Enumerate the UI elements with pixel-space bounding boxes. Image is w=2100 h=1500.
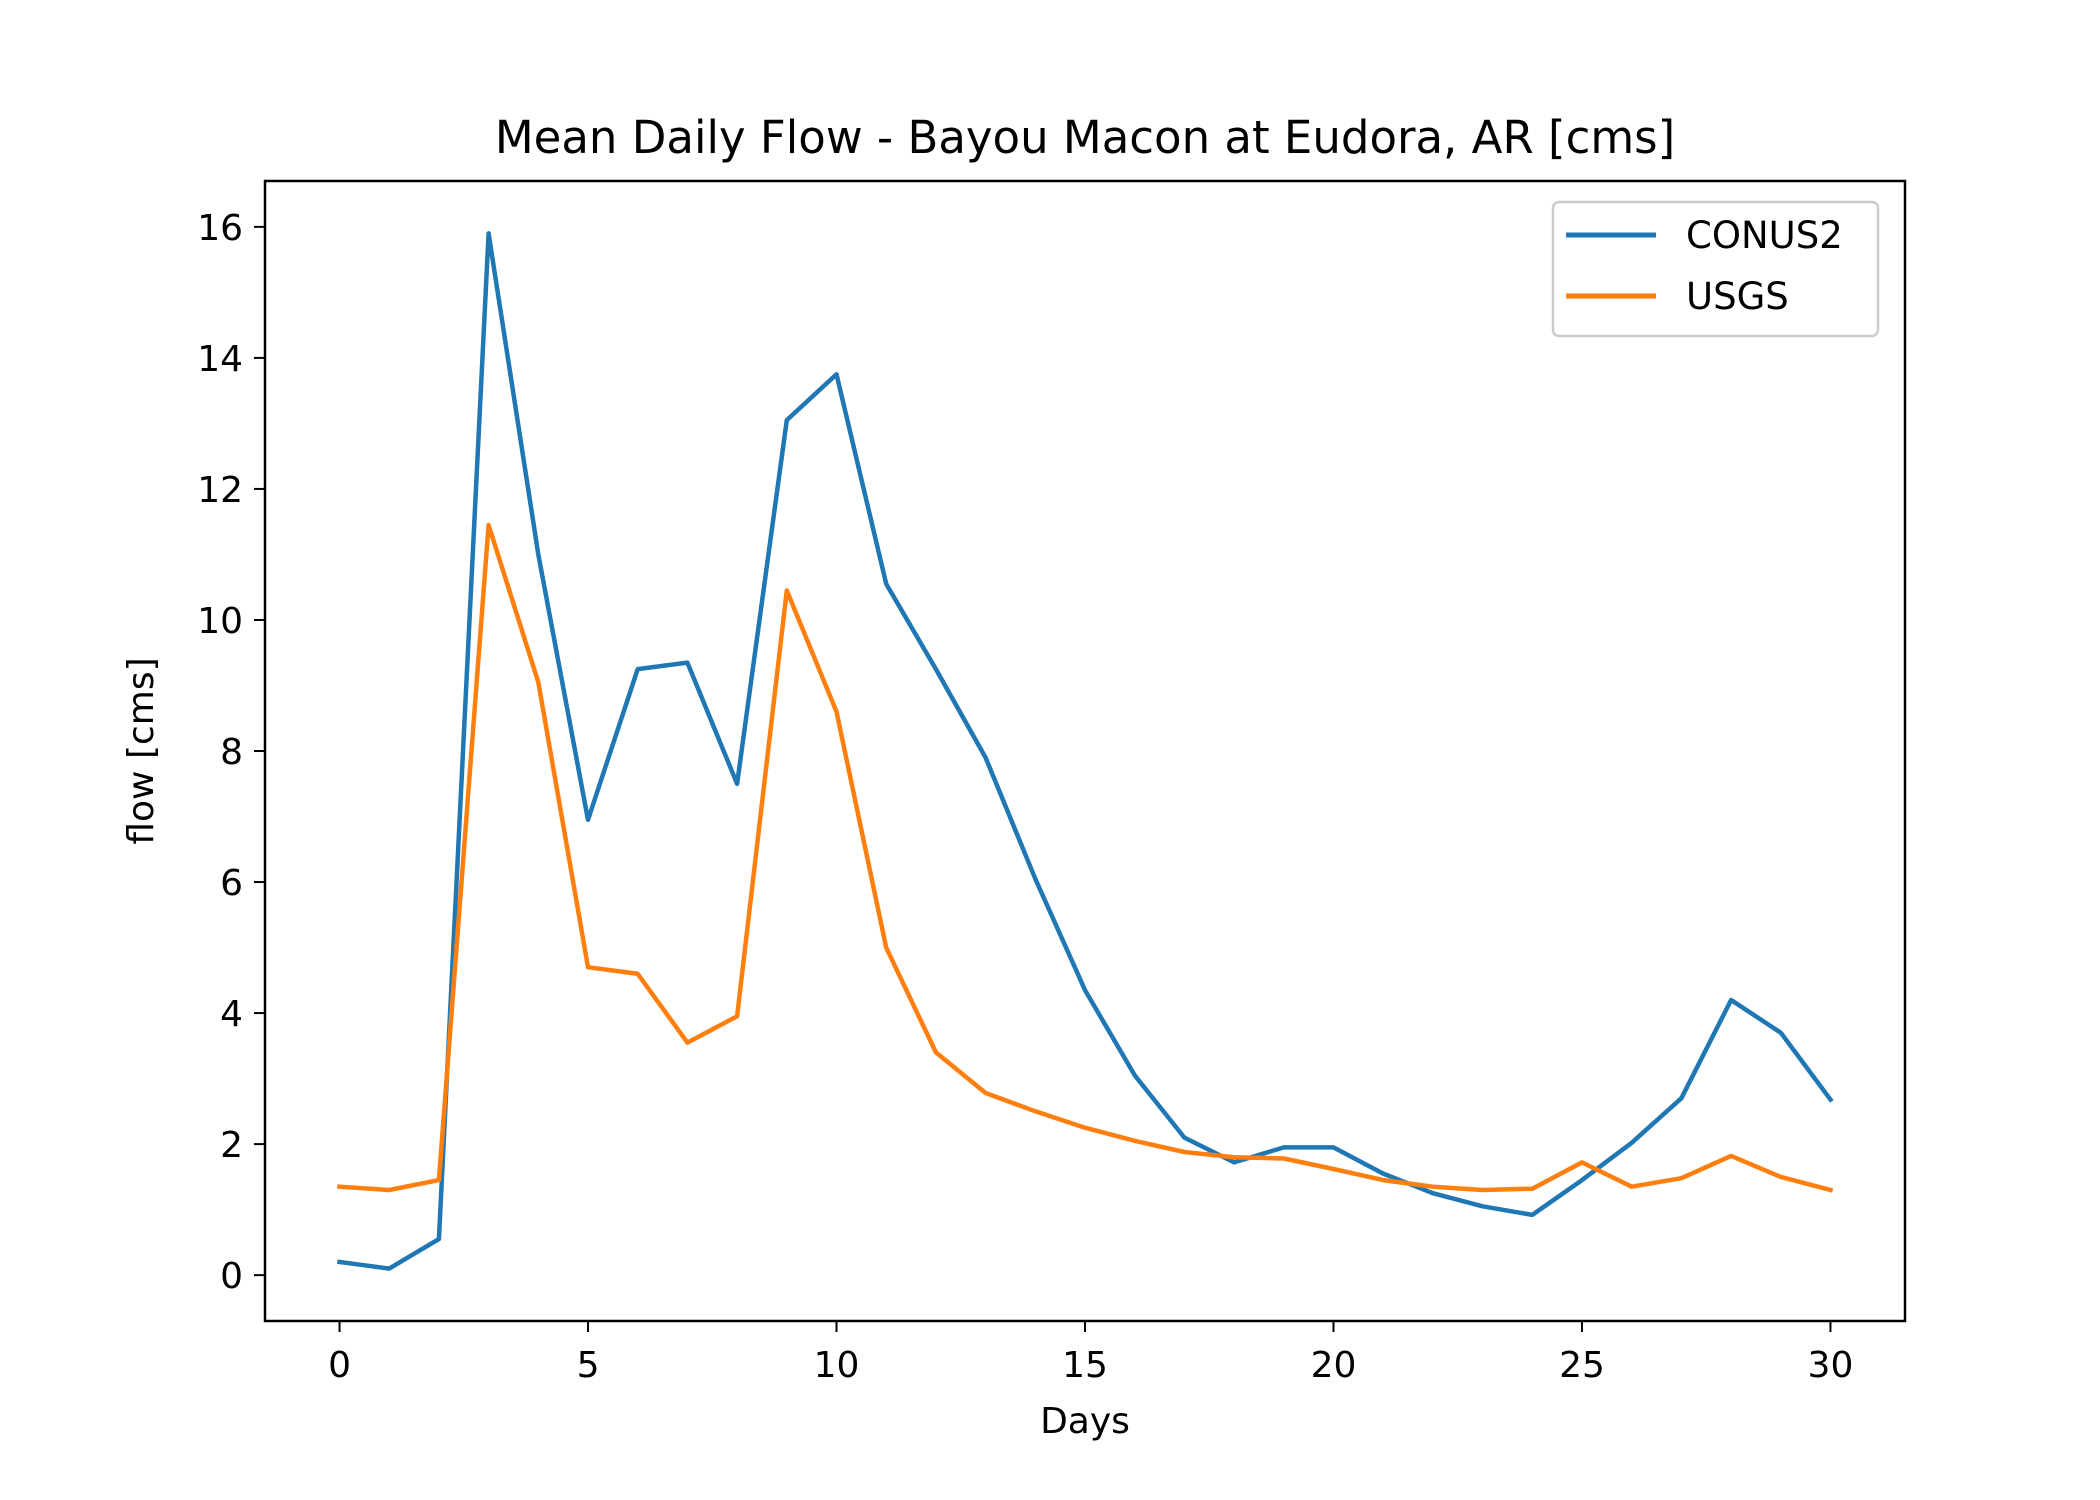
x-axis-label: Days [1040,1401,1130,1442]
y-tick-label: 16 [197,208,243,249]
y-tick-label: 14 [197,339,243,380]
x-tick-label: 10 [814,1345,860,1386]
x-tick-label: 20 [1311,1345,1357,1386]
x-tick-label: 0 [328,1345,351,1386]
y-tick-label: 6 [220,863,243,904]
x-tick-label: 15 [1062,1345,1108,1386]
chart-title: Mean Daily Flow - Bayou Macon at Eudora,… [495,111,1675,164]
legend-label-conus2: CONUS2 [1686,214,1843,257]
y-tick-label: 12 [197,470,243,511]
x-tick-label: 25 [1559,1345,1605,1386]
x-tick-label: 30 [1808,1345,1854,1386]
y-axis: 0 2 4 6 8 10 12 14 16 [197,208,265,1297]
legend: CONUS2 USGS [1551,200,1880,338]
y-tick-label: 8 [220,732,243,773]
y-tick-label: 2 [220,1125,243,1166]
y-tick-label: 0 [220,1256,243,1297]
y-tick-label: 10 [197,601,243,642]
series-lines [336,231,1834,1271]
plot-frame [263,179,1907,1323]
x-tick-label: 5 [577,1345,600,1386]
x-axis: 0 5 10 15 20 25 30 [328,1321,1853,1386]
legend-label-usgs: USGS [1686,275,1789,318]
y-tick-label: 4 [220,994,243,1035]
series-line-usgs [337,522,1834,1193]
y-axis-label: flow [cms] [121,657,162,844]
series-line-conus2 [336,231,1834,1271]
